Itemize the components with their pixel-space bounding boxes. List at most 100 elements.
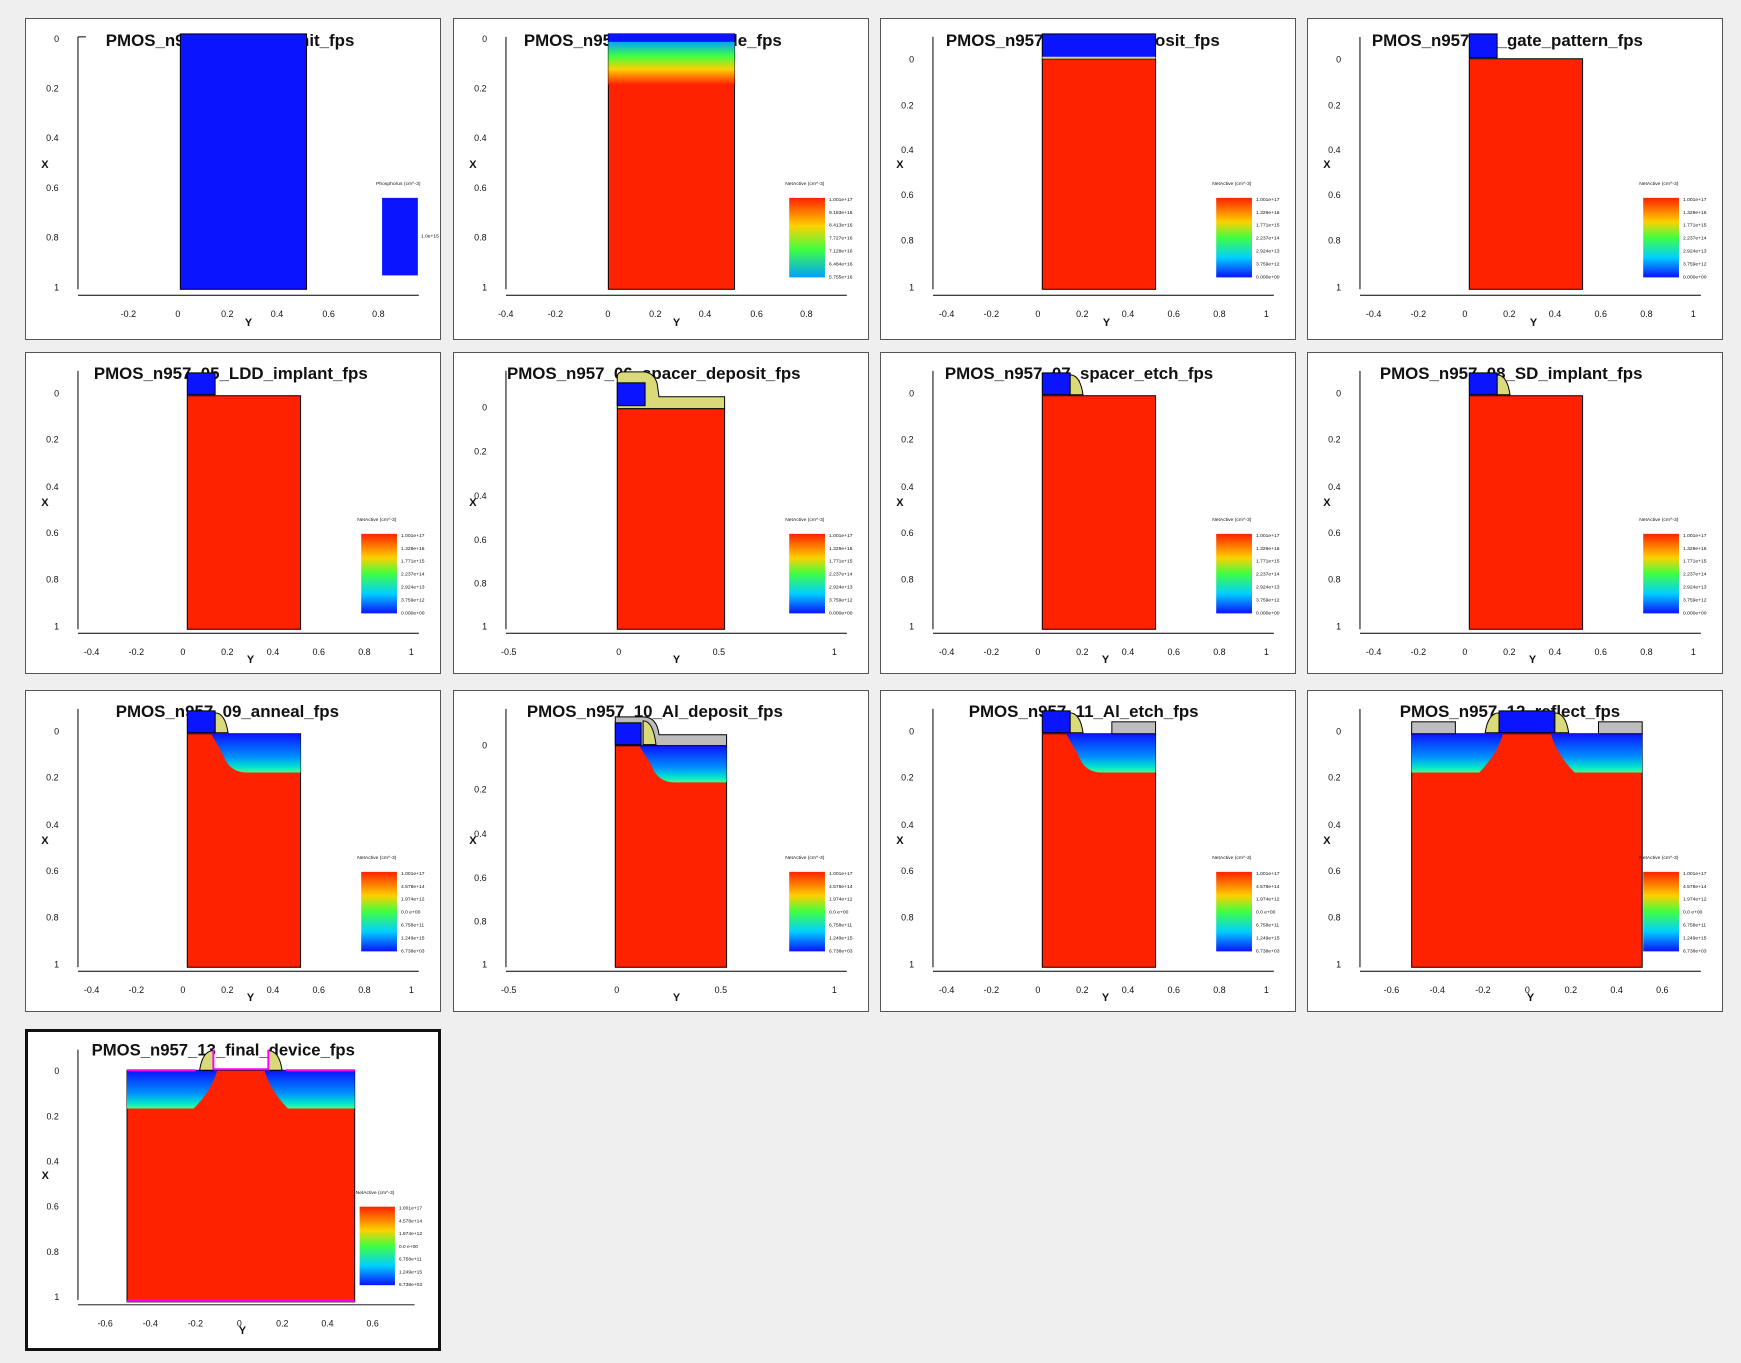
svg-text:0.2: 0.2: [901, 772, 913, 782]
silicon-substrate: [126, 1069, 356, 1303]
svg-text:1: 1: [482, 621, 487, 631]
panel-08-sd-implant[interactable]: PMOS_n957_08_SD_implant_fps 0 0.2 0.4 0.…: [1307, 352, 1723, 674]
svg-text:0.8: 0.8: [358, 985, 370, 995]
svg-text:0.2: 0.2: [276, 1318, 288, 1328]
svg-text:2.924e+13: 2.924e+13: [1256, 585, 1280, 591]
svg-text:0: 0: [616, 647, 621, 657]
x-axis: 0 0.2 0.4 0.6 0.8 1 X: [469, 708, 507, 969]
svg-text:0: 0: [1035, 647, 1040, 657]
svg-text:0.4: 0.4: [46, 133, 58, 143]
panel-02-gate-oxide[interactable]: PMOS_n957_02_gate_oxide_fps 0 0.2 0.4 0.…: [453, 18, 869, 340]
y-axis-label: Y: [673, 317, 681, 329]
panel-03-poly-deposit[interactable]: PMOS_n957_03_poly_deposit_fps 0 0.2 0.4 …: [880, 18, 1296, 340]
svg-text:4.578e+14: 4.578e+14: [1683, 884, 1707, 890]
svg-text:6.758e+11: 6.758e+11: [829, 923, 852, 929]
poly-gate: [186, 710, 216, 734]
svg-text:0: 0: [237, 1318, 242, 1328]
svg-text:Phosphorus (cm^-3): Phosphorus (cm^-3): [376, 181, 421, 187]
panel-11-al-etch[interactable]: PMOS_n957_11_Al_etch_fps 0 0.2 0.4 0.6 0…: [880, 690, 1296, 1012]
svg-text:0: 0: [909, 389, 914, 399]
silicon-substrate: [1041, 395, 1157, 630]
svg-text:0.6: 0.6: [313, 647, 325, 657]
svg-text:0: 0: [482, 403, 487, 413]
svg-text:0: 0: [1525, 985, 1530, 995]
svg-text:0.4: 0.4: [901, 145, 913, 155]
svg-text:0.6: 0.6: [46, 528, 58, 538]
svg-text:NetActive (cm^-3): NetActive (cm^-3): [357, 855, 397, 861]
panel-05-ldd-implant[interactable]: PMOS_n957_05_LDD_implant_fps 0 0.2 0.4 0…: [25, 352, 441, 674]
y-axis: -0.5 0 0.5 1 Y: [501, 632, 847, 666]
svg-text:-0.4: -0.4: [143, 1318, 158, 1328]
panel-06-spacer-deposit[interactable]: PMOS_n957_06_spacer_deposit_fps 0 0.2 0.…: [453, 352, 869, 674]
y-axis: -0.4 -0.2 0 0.2 0.4 0.6 0.8 1 Y: [77, 970, 419, 1004]
panel-10-al-deposit[interactable]: PMOS_n957_10_Al_deposit_fps 0 0.2 0.4 0.…: [453, 690, 869, 1012]
svg-text:0.6: 0.6: [750, 309, 762, 319]
silicon-substrate: [616, 408, 726, 630]
legend: NetActive (cm^-3) 1.001e+17 1.329e+16 1.…: [1639, 517, 1707, 616]
svg-text:1: 1: [832, 985, 837, 995]
svg-text:0.6: 0.6: [901, 866, 913, 876]
svg-text:-0.4: -0.4: [939, 985, 954, 995]
panel-12-reflect[interactable]: PMOS_n957_12_reflect_fps 0 0.2 0.4 0.6 0…: [1307, 690, 1723, 1012]
svg-text:3.759e+12: 3.759e+12: [1256, 597, 1280, 603]
svg-text:-0.4: -0.4: [1366, 647, 1381, 657]
silicon-substrate: [1468, 395, 1584, 630]
svg-text:1.974e+12: 1.974e+12: [1683, 897, 1707, 903]
svg-text:0.6: 0.6: [46, 866, 58, 876]
svg-text:1.001e+17: 1.001e+17: [1256, 871, 1280, 877]
svg-text:0.6: 0.6: [1328, 190, 1340, 200]
y-axis-label: Y: [247, 654, 255, 666]
svg-text:0.6: 0.6: [901, 528, 913, 538]
svg-text:0.4: 0.4: [1549, 309, 1561, 319]
poly-gate: [616, 382, 646, 407]
x-axis: 0 0.2 0.4 0.6 0.8 1 X: [896, 370, 934, 631]
svg-text:1: 1: [1691, 309, 1696, 319]
panel-01-wafer-init[interactable]: PMOS_n957_01_wafer_init_fps 0 0.2 0.4 0.…: [25, 18, 441, 340]
svg-text:0.4: 0.4: [901, 482, 913, 492]
svg-text:0.2: 0.2: [46, 434, 58, 444]
svg-text:0.4: 0.4: [1610, 985, 1622, 995]
y-axis-label: Y: [239, 1325, 247, 1337]
svg-text:1.329e+16: 1.329e+16: [1683, 210, 1707, 216]
silicon-substrate: [1411, 733, 1643, 968]
svg-text:1.249e+15: 1.249e+15: [401, 935, 425, 941]
svg-text:1: 1: [909, 621, 914, 631]
svg-text:6.758e+11: 6.758e+11: [1683, 923, 1706, 929]
svg-text:2.924e+13: 2.924e+13: [829, 585, 853, 591]
svg-text:0.8: 0.8: [1640, 647, 1652, 657]
svg-text:0.2: 0.2: [474, 84, 486, 94]
svg-text:1.249e+15: 1.249e+15: [399, 1269, 423, 1275]
y-axis: -0.2 0 0.2 0.4 0.6 0.8 Y: [77, 294, 419, 329]
panel-13-final-device[interactable]: PMOS_n957_13_final_device_fps 0 0.2 0.4 …: [25, 1029, 441, 1351]
svg-text:0.5: 0.5: [713, 647, 725, 657]
panel-07-spacer-etch[interactable]: PMOS_n957_07_spacer_etch_fps 0 0.2 0.4 0…: [880, 352, 1296, 674]
svg-text:0.4: 0.4: [1328, 482, 1340, 492]
x-axis-label: X: [896, 497, 904, 509]
x-axis: 0 0.2 0.4 0.6 0.8 1 X: [1323, 36, 1361, 292]
silicon-substrate: [1041, 733, 1157, 968]
svg-text:0.4: 0.4: [1122, 309, 1134, 319]
x-axis: 0 0.2 0.4 0.6 0.8 1 X: [41, 370, 79, 631]
svg-text:0.6: 0.6: [474, 535, 486, 545]
svg-text:1: 1: [54, 621, 59, 631]
legend: NetActive (cm^-3) 1.001e+17 4.578e+14 1.…: [356, 1190, 423, 1288]
svg-text:0.8: 0.8: [1640, 309, 1652, 319]
legend: NetActive (cm^-3) 1.001e+17 1.329e+16 1.…: [1212, 517, 1280, 616]
y-axis: -0.4 -0.2 0 0.2 0.4 0.6 0.8 1 Y: [932, 970, 1274, 1004]
x-axis-label: X: [469, 835, 477, 847]
panel-09-anneal[interactable]: PMOS_n957_09_anneal_fps 0 0.2 0.4 0.6 0.…: [25, 690, 441, 1012]
svg-text:1.001e+17: 1.001e+17: [1683, 871, 1707, 877]
y-axis-label: Y: [247, 992, 255, 1004]
legend: NetActive (cm^-3) 1.001e+17 1.329e+16 1.…: [1212, 181, 1280, 280]
svg-text:-0.4: -0.4: [939, 647, 954, 657]
svg-text:2.924e+13: 2.924e+13: [401, 585, 425, 591]
svg-text:-0.4: -0.4: [84, 647, 99, 657]
svg-text:0.8: 0.8: [47, 1247, 59, 1257]
svg-text:-0.4: -0.4: [939, 309, 954, 319]
svg-text:-0.2: -0.2: [984, 647, 999, 657]
svg-text:-0.2: -0.2: [984, 985, 999, 995]
x-axis: 0 0.2 0.4 0.6 0.8 1 X: [469, 370, 507, 631]
panel-04-gate-pattern[interactable]: PMOS_n957_04_gate_pattern_fps 0 0.2 0.4 …: [1307, 18, 1723, 340]
svg-text:1.001e+17: 1.001e+17: [401, 871, 425, 877]
svg-text:0: 0: [180, 647, 185, 657]
